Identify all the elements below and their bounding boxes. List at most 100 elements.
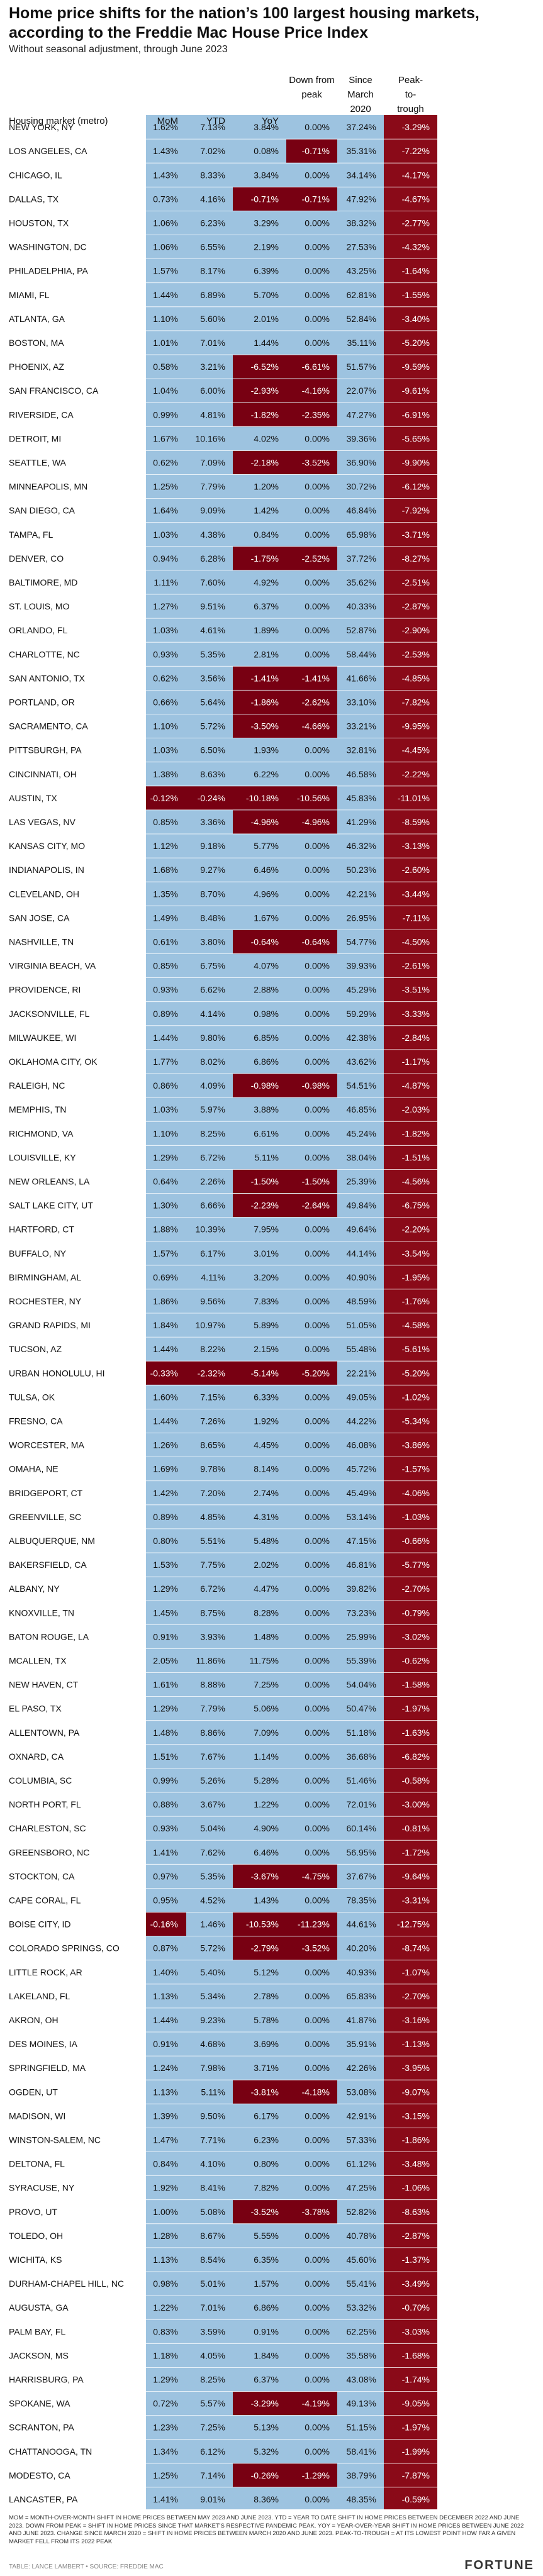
cell-value: 7.79% — [200, 1704, 225, 1714]
cell-value: 1.20% — [254, 482, 279, 492]
metro-name: MILWAUKEE, WI — [9, 1033, 76, 1043]
cell-value: 6.35% — [254, 2255, 279, 2265]
metro-name: DES MOINES, IA — [9, 2039, 78, 2049]
cell-value: 50.47% — [347, 1704, 376, 1714]
cell-value: 1.18% — [153, 2350, 178, 2360]
cell-value: 51.57% — [347, 362, 376, 372]
cell-value: 4.38% — [200, 530, 225, 540]
negative-cell — [286, 930, 337, 953]
cell-value: 9.09% — [200, 506, 225, 516]
cell-value: 0.61% — [153, 936, 178, 947]
cell-value: 8.14% — [254, 1464, 279, 1474]
metro-name: WINSTON-SALEM, NC — [9, 2135, 101, 2145]
negative-cell — [286, 786, 337, 810]
cell-value: -0.98% — [302, 1080, 330, 1091]
cell-value: -0.24% — [198, 793, 225, 803]
cell-value: 0.00% — [305, 2374, 330, 2384]
cell-value: 4.90% — [254, 1823, 279, 1833]
cell-value: 5.04% — [200, 1823, 225, 1833]
cell-value: 0.00% — [305, 2063, 330, 2073]
cell-value: 1.28% — [153, 2231, 178, 2241]
metro-name: BIRMINGHAM, AL — [9, 1272, 81, 1282]
metro-name: CHATTANOOGA, TN — [9, 2446, 92, 2457]
cell-value: 0.00% — [305, 1128, 330, 1138]
negative-cell — [233, 1074, 286, 1097]
cell-value: 3.59% — [200, 2326, 225, 2336]
cell-value: 9.78% — [200, 1464, 225, 1474]
metro-name: CAPE CORAL, FL — [9, 1895, 81, 1905]
cell-value: 7.25% — [254, 1680, 279, 1690]
cell-value: 0.66% — [153, 697, 178, 707]
cell-value: -3.15% — [402, 2111, 430, 2121]
cell-value: -11.23% — [298, 1919, 330, 1929]
cell-value: 0.00% — [305, 338, 330, 348]
cell-value: 0.00% — [305, 1752, 330, 1762]
cell-value: 5.70% — [254, 290, 279, 300]
cell-value: 0.00% — [305, 1799, 330, 1809]
negative-cell — [233, 930, 286, 953]
cell-value: -2.52% — [302, 553, 330, 564]
cell-value: 0.00% — [305, 2494, 330, 2504]
cell-value: 0.91% — [254, 2326, 279, 2336]
cell-value: -4.19% — [302, 2399, 330, 2409]
negative-cell — [233, 1936, 286, 1960]
cell-value: 78.35% — [347, 1895, 376, 1905]
cell-value: 30.72% — [347, 482, 376, 492]
cell-value: 38.79% — [347, 2470, 376, 2480]
cell-value: 0.86% — [153, 1080, 178, 1091]
cell-value: 0.83% — [153, 2326, 178, 2336]
metro-name: CINCINNATI, OH — [9, 769, 77, 779]
metro-name: MODESTO, CA — [9, 2470, 70, 2480]
negative-cell — [286, 1361, 337, 1385]
cell-value: 73.23% — [347, 1607, 376, 1618]
cell-value: 1.57% — [153, 1248, 178, 1258]
cell-value: 0.00% — [305, 841, 330, 851]
column-band — [186, 115, 233, 2509]
cell-value: 8.33% — [200, 170, 225, 180]
cell-value: 0.00% — [305, 122, 330, 132]
cell-value: 2.15% — [254, 1344, 279, 1354]
cell-value: 0.00% — [305, 1728, 330, 1738]
cell-value: 0.93% — [153, 985, 178, 995]
cell-value: 1.57% — [153, 266, 178, 276]
cell-value: 5.35% — [200, 649, 225, 659]
cell-value: -1.17% — [402, 1057, 430, 1067]
cell-value: -3.16% — [402, 2015, 430, 2025]
metro-name: KANSAS CITY, MO — [9, 841, 85, 851]
metro-name: NEW YORK, NY — [9, 122, 74, 132]
metro-name: GREENVILLE, SC — [9, 1512, 81, 1522]
cell-value: 1.40% — [153, 1967, 178, 1977]
cell-value: 1.12% — [153, 841, 178, 851]
cell-value: 10.16% — [196, 433, 225, 443]
negative-cell — [286, 355, 337, 379]
cell-value: -3.29% — [402, 122, 430, 132]
cell-value: -9.05% — [402, 2399, 430, 2409]
cell-value: -3.81% — [251, 2087, 279, 2097]
cell-value: 46.81% — [347, 1560, 376, 1570]
cell-value: 9.51% — [200, 601, 225, 611]
cell-value: -6.82% — [402, 1752, 430, 1762]
metro-name: DURHAM-CHAPEL HILL, NC — [9, 2279, 124, 2289]
cell-value: 1.29% — [153, 1704, 178, 1714]
metro-name: BALTIMORE, MD — [9, 577, 77, 587]
cell-value: 1.62% — [153, 122, 178, 132]
cell-value: 3.29% — [254, 218, 279, 228]
cell-value: -2.32% — [198, 1368, 225, 1378]
cell-value: 0.00% — [305, 1224, 330, 1235]
cell-value: 40.33% — [347, 601, 376, 611]
cell-value: 0.00% — [305, 1536, 330, 1546]
negative-cell — [233, 379, 286, 402]
cell-value: -0.66% — [402, 1536, 430, 1546]
cell-value: 3.21% — [200, 362, 225, 372]
cell-value: 1.48% — [254, 1631, 279, 1641]
cell-value: 8.67% — [200, 2231, 225, 2241]
cell-value: 0.00% — [305, 1584, 330, 1594]
cell-value: -4.75% — [302, 1871, 330, 1881]
cell-value: 58.41% — [347, 2446, 376, 2457]
cell-value: -4.06% — [402, 1488, 430, 1498]
metro-name: GRAND RAPIDS, MI — [9, 1320, 91, 1330]
negative-cell — [286, 450, 337, 474]
cell-value: 6.22% — [254, 769, 279, 779]
cell-value: 46.58% — [347, 769, 376, 779]
cell-value: -9.90% — [402, 457, 430, 467]
